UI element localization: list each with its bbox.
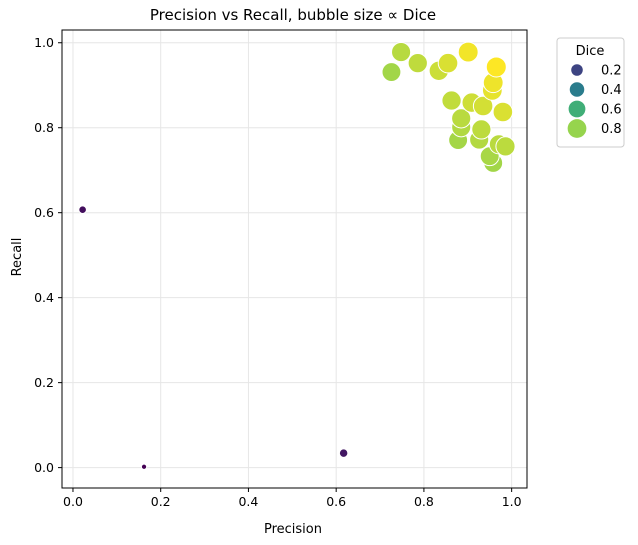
- data-point: [457, 41, 479, 63]
- legend-label: 0.6: [601, 103, 622, 118]
- data-point: [441, 90, 462, 111]
- x-tick-label: 0.8: [414, 494, 434, 509]
- y-tick-label: 0.0: [34, 460, 54, 475]
- data-point: [472, 95, 494, 117]
- data-point: [391, 42, 412, 63]
- y-tick-label: 0.2: [34, 375, 54, 390]
- x-tick-label: 0.6: [326, 494, 346, 509]
- legend-label: 0.4: [601, 83, 622, 98]
- y-tick-label: 0.8: [34, 120, 54, 135]
- data-point: [381, 62, 402, 82]
- data-point: [338, 448, 349, 458]
- legend-label: 0.2: [601, 64, 622, 79]
- chart-title: Precision vs Recall, bubble size ∝ Dice: [150, 6, 436, 24]
- x-tick-label: 0.0: [63, 494, 83, 509]
- legend-marker: [569, 82, 585, 97]
- legend: Dice 0.2 0.4 0.6 0.8: [556, 37, 625, 148]
- legend-label: 0.8: [601, 122, 622, 137]
- y-tick-label: 1.0: [34, 35, 54, 50]
- data-point: [495, 136, 516, 157]
- data-point: [451, 108, 472, 129]
- data-point: [471, 119, 492, 140]
- data-point: [140, 463, 148, 470]
- data-point: [437, 52, 459, 74]
- y-tick-label: 0.4: [34, 290, 54, 305]
- x-tick-label: 1.0: [502, 494, 522, 509]
- plot-frame: [61, 29, 528, 489]
- x-tick-label: 0.2: [151, 494, 171, 509]
- x-tick-label: 0.4: [238, 494, 258, 509]
- grid: [62, 30, 527, 488]
- legend-title: Dice: [576, 44, 605, 59]
- legend-marker: [571, 64, 583, 76]
- data-point: [78, 205, 87, 215]
- y-tick-label: 0.6: [34, 205, 54, 220]
- data-point: [407, 53, 428, 74]
- y-axis-label: Recall: [10, 238, 25, 277]
- data-point: [492, 101, 514, 123]
- data-points: [78, 41, 516, 470]
- legend-marker: [567, 119, 587, 138]
- x-axis-label: Precision: [264, 522, 322, 537]
- legend-marker: [568, 100, 586, 118]
- data-point: [485, 56, 507, 78]
- axis-ticks: 0.0 0.2 0.4 0.6 0.8 1.0 0.0 0.2 0.4 0.6 0.8 1.0: [34, 35, 522, 509]
